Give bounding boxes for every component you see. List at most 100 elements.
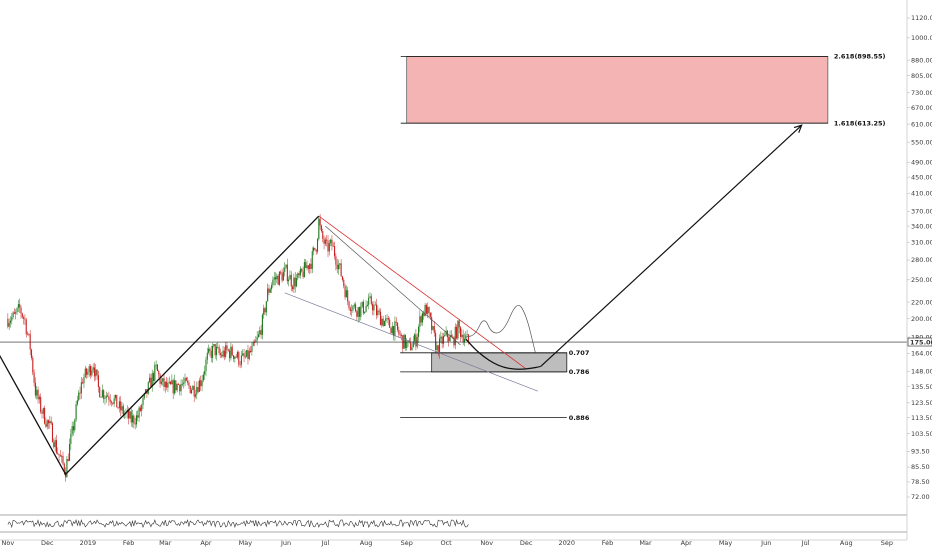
candle-body <box>431 317 433 330</box>
candle-body <box>58 453 60 456</box>
candle-body <box>158 371 160 375</box>
fib-extension-label: 2.618(898.55) <box>834 53 886 61</box>
candle-body <box>28 333 30 335</box>
candle-body <box>103 390 105 399</box>
candle-body <box>327 240 329 252</box>
candle-body <box>235 356 237 358</box>
candle-body <box>36 389 38 396</box>
candle-body <box>419 316 421 327</box>
candle-body <box>278 271 281 285</box>
candle-body <box>364 311 366 314</box>
candle-body <box>218 347 220 354</box>
candle-body <box>400 334 403 336</box>
candle-body <box>273 277 275 280</box>
candle-body <box>428 306 430 313</box>
candle-body <box>104 397 106 399</box>
candle-body <box>349 307 351 312</box>
candle-body <box>441 336 443 344</box>
candle-body <box>222 350 224 357</box>
candle-body <box>74 419 76 431</box>
candle-body <box>449 334 451 342</box>
candle-body <box>141 404 143 411</box>
price-tick-label: 610.00 <box>911 120 932 128</box>
candle-body <box>120 401 122 411</box>
time-tick-label: Aug <box>840 539 853 547</box>
candle-body <box>271 285 273 290</box>
candle-body <box>113 398 115 404</box>
candle-body <box>213 344 215 346</box>
candle-body <box>456 326 458 339</box>
candle-body <box>118 401 120 408</box>
candle-body <box>57 452 59 454</box>
candle-body <box>387 318 389 320</box>
candle-body <box>264 308 266 313</box>
demand-zone <box>431 352 568 373</box>
candle-body <box>415 334 417 347</box>
candle-body <box>129 411 131 419</box>
price-tick-label: 310.00 <box>911 238 932 246</box>
candle-body <box>265 301 267 313</box>
candle-body <box>61 455 63 457</box>
candle-body <box>290 274 292 287</box>
candle-body <box>272 279 274 286</box>
candle-body <box>351 310 353 312</box>
candle-body <box>59 455 61 457</box>
candle-body <box>131 415 134 423</box>
candle-body <box>96 369 98 376</box>
candle-body <box>177 384 179 385</box>
candle-body <box>15 312 17 314</box>
price-tick-label: 164.00 <box>911 350 932 358</box>
candle-body <box>188 382 190 386</box>
candle-body <box>117 407 119 409</box>
candle-body <box>277 275 279 285</box>
candle-body <box>269 289 271 293</box>
candle-body <box>236 351 239 358</box>
candle-body <box>444 334 446 337</box>
candle-body <box>260 330 262 335</box>
candle-body <box>298 273 300 276</box>
candle-body <box>67 459 69 461</box>
candle-body <box>202 374 204 381</box>
candle-body <box>348 301 350 308</box>
price-tick-label: 148.00 <box>911 367 932 375</box>
candle-body <box>37 389 39 400</box>
candle-body <box>433 326 435 333</box>
oscillator-line <box>7 518 469 529</box>
candle-body <box>467 334 469 342</box>
price-tick-label: 805.00 <box>911 72 932 80</box>
red-trendline <box>318 215 527 370</box>
candle-body <box>80 382 82 394</box>
candle-body <box>299 268 302 276</box>
candle-body <box>212 345 214 358</box>
candle-body <box>54 440 56 448</box>
fib-level-label: 0.786 <box>569 368 590 376</box>
candle-body <box>134 423 136 425</box>
candle-body <box>255 340 257 343</box>
candle-body <box>7 318 9 327</box>
candle-body <box>345 290 347 298</box>
candle-body <box>352 305 354 311</box>
candle-body <box>163 378 165 388</box>
candle-body <box>101 390 103 397</box>
candle-body <box>294 277 296 287</box>
candle-body <box>20 307 22 314</box>
candle-body <box>138 407 140 418</box>
candle-body <box>143 393 145 398</box>
candle-body <box>356 311 358 317</box>
candle-body <box>372 303 374 311</box>
time-tick-label: May <box>719 539 733 547</box>
candle-body <box>164 381 166 388</box>
candle-body <box>214 344 216 356</box>
time-tick-label: Sep <box>401 539 413 547</box>
candle-body <box>355 304 357 312</box>
candle-body <box>336 264 338 270</box>
time-tick-label: Nov <box>480 539 493 547</box>
candle-body <box>379 311 382 326</box>
candle-body <box>396 322 399 330</box>
candle-body <box>181 383 183 385</box>
candle-body <box>390 327 392 334</box>
candle-body <box>112 402 114 404</box>
candle-body <box>383 321 385 326</box>
